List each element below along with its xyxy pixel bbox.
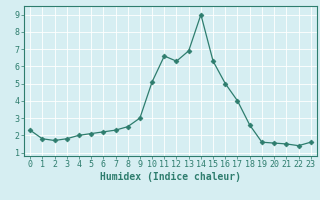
X-axis label: Humidex (Indice chaleur): Humidex (Indice chaleur) — [100, 172, 241, 182]
